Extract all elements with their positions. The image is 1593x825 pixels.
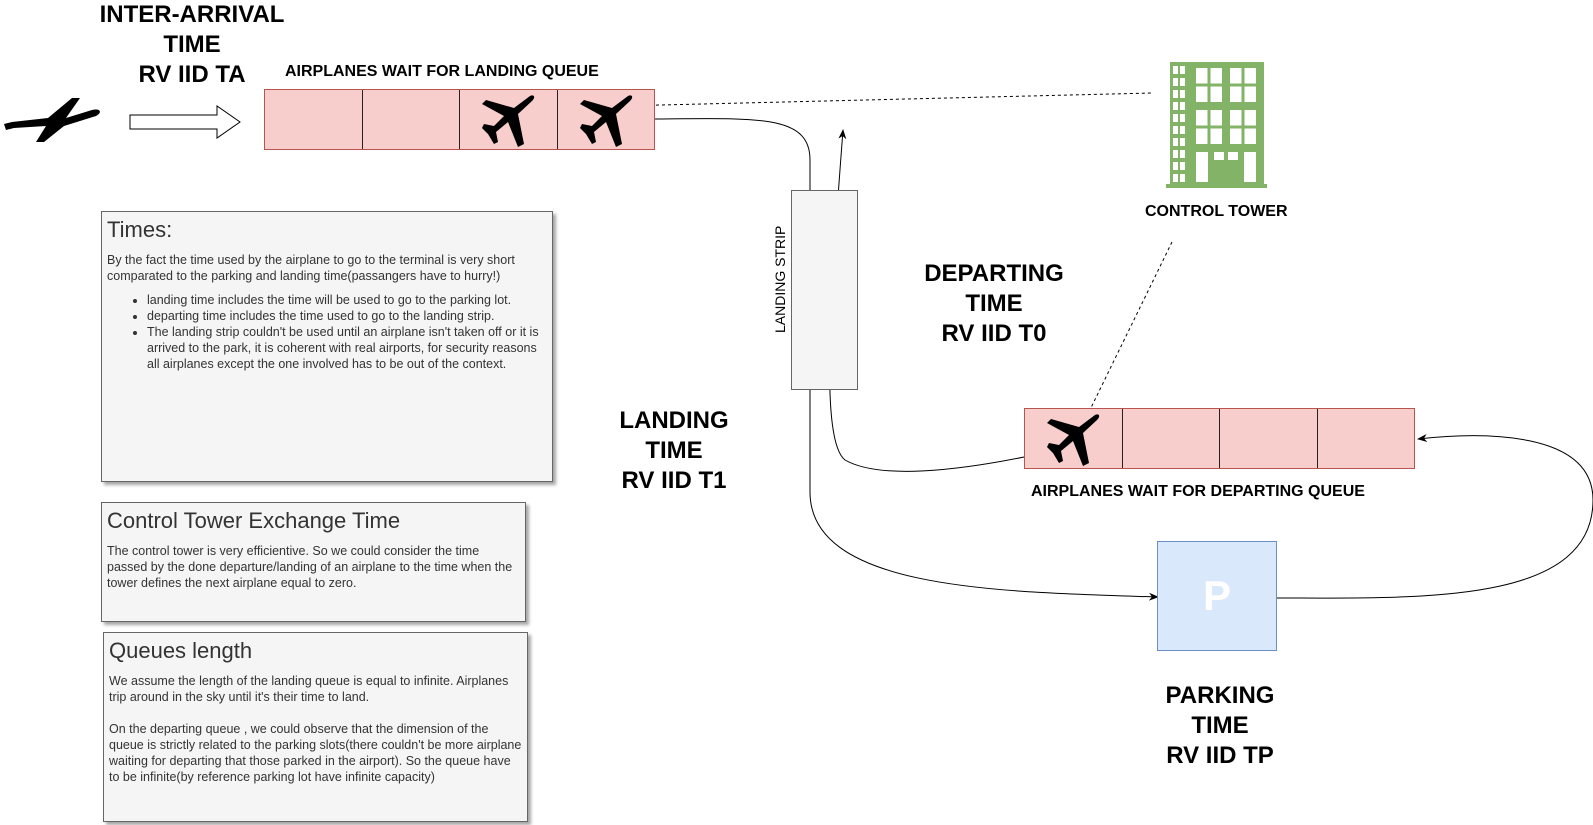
queues-length-note-body-1: We assume the length of the landing queu… [109,674,509,704]
parking-time-line-1: PARKING [1165,682,1275,709]
exchange-time-note-title: Control Tower Exchange Time [107,508,401,533]
landing-queue-slot [558,90,655,149]
landing-queue-slot [363,90,460,149]
parking-time-line-3: RV IID TP [1166,742,1274,769]
times-note-intro: By the fact the time used by the airplan… [107,253,515,283]
landing-flow-line [654,118,1159,601]
parking-lot: P [1157,541,1277,651]
control-tower-building-icon [1166,62,1267,188]
landing-queue [264,89,655,150]
queues-length-note-title: Queues length [109,638,253,663]
airplane-icon [482,94,535,147]
parking-time-label: PARKING TIME RV IID TP [1140,681,1300,771]
tower-link-departing [1084,241,1173,421]
queues-length-note: Queues length We assume the length of th… [103,632,528,822]
departing-time-line-2: TIME [965,290,1023,317]
airplane-icon [4,98,100,142]
departing-queue-slot [1025,409,1123,468]
inter-arrival-time-label: INTER-ARRIVAL TIME RV IID TA [88,0,296,90]
exchange-time-note-body: The control tower is very efficientive. … [107,544,513,590]
departing-time-line-1: DEPARTING [924,260,1064,287]
landing-time-label: LANDING TIME RV IID T1 [604,406,744,496]
times-note: Times: By the fact the time used by the … [101,211,553,482]
landing-time-line-3: RV IID T1 [621,467,727,494]
exchange-time-note: Control Tower Exchange Time The control … [101,502,526,622]
times-note-title: Times: [107,217,173,242]
times-note-bullet: landing time includes the time will be u… [147,292,547,308]
departing-queue-caption: AIRPLANES WAIT FOR DEPARTING QUEUE [1031,483,1365,500]
inter-arrival-line-3: RV IID TA [138,61,246,88]
times-note-bullet: departing time includes the time used to… [147,308,547,324]
times-note-list: landing time includes the time will be u… [107,292,547,372]
landing-time-line-1: LANDING [619,407,729,434]
departing-time-line-3: RV IID T0 [941,320,1047,347]
landing-queue-slot [460,90,558,149]
landing-queue-slot [265,90,363,149]
airplane-icon [1047,413,1100,466]
parking-time-line-2: TIME [1191,712,1249,739]
queues-length-note-body-2: On the departing queue , we could observ… [109,722,522,784]
times-note-bullet: The landing strip couldn't be used until… [147,324,547,372]
landing-strip [791,190,858,390]
control-tower-caption: CONTROL TOWER [1145,203,1288,220]
departing-time-label: DEPARTING TIME RV IID T0 [904,259,1084,349]
inter-arrival-line-2: TIME [163,31,221,58]
landing-strip-label: LANDING STRIP [772,225,788,333]
departing-queue-slot [1220,409,1318,468]
landing-time-line-2: TIME [645,437,703,464]
departing-queue-slot [1123,409,1220,468]
landing-queue-caption: AIRPLANES WAIT FOR LANDING QUEUE [285,63,599,80]
airplane-icon [579,94,632,147]
parking-to-departing-line [1276,434,1593,599]
tower-link-landing [619,92,1153,107]
departing-queue [1024,408,1415,469]
departing-queue-slot [1318,409,1415,468]
right-arrow-icon [129,105,241,139]
inter-arrival-line-1: INTER-ARRIVAL [99,1,285,28]
